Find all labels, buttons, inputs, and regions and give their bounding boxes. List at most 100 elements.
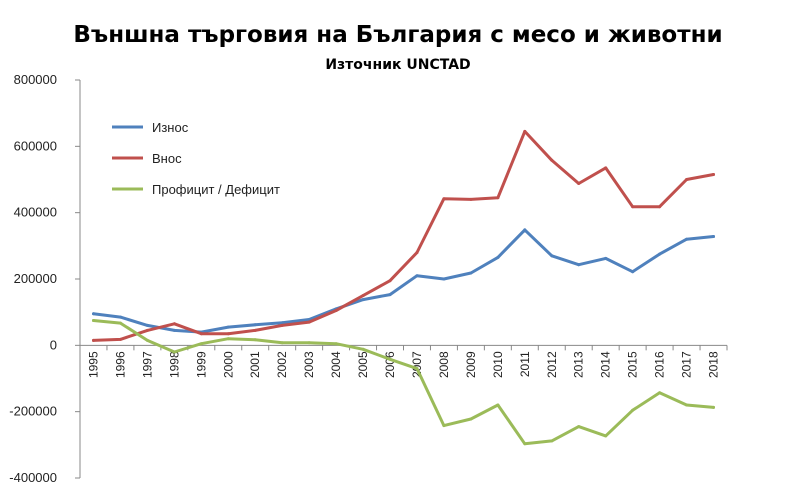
- data-point: [523, 442, 527, 446]
- data-point: [118, 337, 122, 341]
- data-point: [577, 182, 581, 185]
- data-point: [145, 328, 149, 332]
- x-tick-label: 2009: [464, 351, 478, 378]
- data-point: [280, 323, 284, 327]
- series-line: [92, 129, 715, 342]
- data-point: [145, 338, 149, 342]
- data-point: [577, 425, 581, 429]
- data-point: [307, 320, 311, 324]
- data-point: [604, 256, 608, 260]
- data-point: [469, 271, 473, 275]
- data-point: [172, 328, 176, 332]
- data-point: [145, 323, 149, 327]
- y-tick-label: 200000: [14, 271, 57, 286]
- data-point: [550, 158, 554, 162]
- x-tick-label: 2016: [653, 351, 667, 378]
- x-tick-label: 2003: [302, 351, 316, 378]
- data-point: [172, 350, 176, 354]
- data-point: [253, 323, 257, 327]
- y-tick-label: 400000: [14, 205, 57, 220]
- data-point: [334, 342, 338, 346]
- data-point: [199, 332, 203, 336]
- data-point: [658, 252, 662, 256]
- data-point: [118, 315, 122, 319]
- data-point: [226, 325, 230, 329]
- data-point: [631, 270, 635, 274]
- x-tick-label: 2011: [518, 351, 532, 377]
- data-point: [118, 321, 122, 325]
- y-tick-label: 0: [50, 337, 57, 352]
- y-tick-label: -400000: [9, 470, 57, 485]
- data-point: [226, 332, 230, 336]
- x-tick-label: 2005: [356, 351, 370, 378]
- data-point: [685, 178, 689, 181]
- x-tick-label: 2006: [383, 351, 397, 378]
- data-point: [361, 294, 365, 298]
- data-point: [253, 328, 257, 332]
- x-tick-label: 2004: [329, 351, 343, 378]
- x-tick-label: 2010: [491, 351, 505, 378]
- data-point: [361, 347, 365, 351]
- x-tick-label: 2014: [599, 351, 613, 378]
- x-tick-label: 2013: [572, 351, 586, 378]
- series-lines: [92, 129, 715, 446]
- legend-label: Износ: [152, 120, 189, 135]
- data-point: [685, 403, 689, 407]
- data-point: [307, 341, 311, 345]
- data-point: [442, 424, 446, 428]
- data-point: [280, 321, 284, 325]
- data-point: [280, 341, 284, 345]
- x-tick-label: 1998: [167, 351, 181, 378]
- x-tick-label: 2017: [680, 351, 694, 378]
- x-tick-label: 1997: [140, 351, 154, 378]
- data-point: [685, 237, 689, 241]
- data-point: [631, 408, 635, 412]
- x-tick-label: 2007: [410, 351, 424, 378]
- x-tick-label: 2002: [275, 351, 289, 378]
- data-point: [388, 293, 392, 297]
- x-tick-label: 1996: [113, 351, 127, 378]
- data-point: [469, 417, 473, 421]
- data-point: [496, 255, 500, 259]
- data-point: [496, 196, 500, 200]
- data-point: [92, 312, 95, 316]
- data-point: [334, 309, 338, 312]
- data-point: [253, 338, 257, 342]
- x-tick-label: 2008: [437, 351, 451, 378]
- legend: Износ Внос Профицит / Дефицит: [112, 120, 280, 197]
- data-point: [415, 367, 419, 371]
- data-point: [92, 338, 95, 342]
- data-point: [388, 279, 392, 283]
- data-point: [199, 342, 203, 346]
- legend-label: Профицит / Дефицит: [152, 182, 280, 197]
- y-tick-labels: 800000 600000 400000 200000 0 -200000 -400000: [9, 72, 57, 485]
- x-tick-labels: 1995 1996 1997 1998 1999 2000 2001 2002 2003 2004…: [86, 351, 720, 378]
- legend-label: Внос: [152, 151, 182, 166]
- chart-axes: [75, 79, 728, 479]
- data-point: [469, 197, 473, 201]
- data-point: [442, 277, 446, 281]
- data-point: [442, 197, 446, 201]
- data-point: [631, 205, 635, 209]
- data-point: [712, 235, 715, 238]
- x-tick-label: 1999: [194, 351, 208, 378]
- data-point: [658, 391, 662, 395]
- y-tick-label: 600000: [14, 138, 57, 153]
- data-point: [712, 173, 715, 176]
- data-point: [604, 434, 608, 438]
- data-point: [415, 274, 419, 278]
- data-point: [550, 439, 554, 443]
- data-point: [550, 254, 554, 258]
- series-line: [92, 228, 715, 334]
- data-point: [712, 405, 715, 409]
- data-point: [658, 205, 662, 209]
- data-point: [172, 322, 176, 326]
- chart-title: Външна търговия на България с месо и жив…: [73, 22, 722, 48]
- x-tick-label: 2000: [221, 351, 235, 378]
- data-point: [523, 129, 527, 133]
- data-point: [415, 251, 419, 254]
- x-tick-label: 2012: [545, 351, 559, 378]
- data-point: [92, 319, 95, 322]
- data-point: [496, 403, 500, 407]
